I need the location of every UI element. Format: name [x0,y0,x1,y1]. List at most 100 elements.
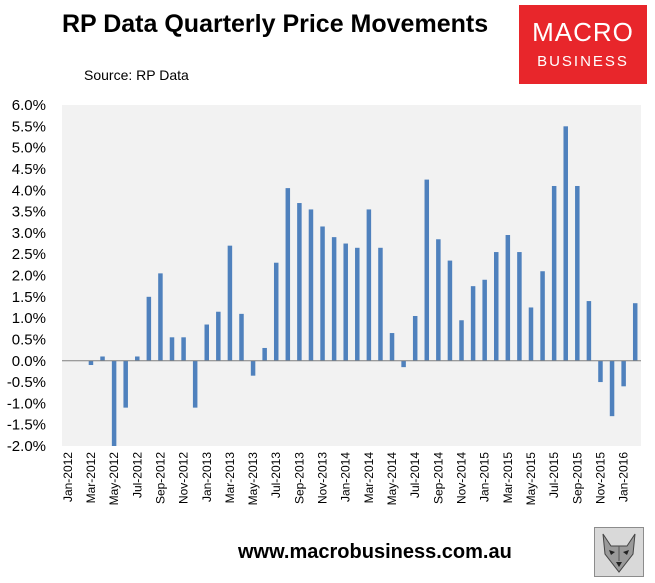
chart-title: RP Data Quarterly Price Movements [62,10,489,38]
y-tick-label: -1.0% [7,395,46,412]
bar-Mar-2014 [366,209,372,361]
x-tick-label: Sep-2013 [292,452,306,504]
x-tick-label: Jan-2013 [200,452,214,502]
y-tick-label: 4.0% [12,182,46,199]
bar-Aug-2013 [285,188,291,361]
y-tick-label: 1.0% [12,310,46,327]
x-tick-label: Mar-2014 [362,452,376,504]
y-tick-label: 0.5% [12,331,46,348]
bar-Dec-2015 [609,360,615,417]
bar-Feb-2015 [494,252,499,361]
x-tick-label: Jul-2014 [408,452,422,498]
bar-Sep-2013 [297,203,302,361]
bar-Jun-2015 [540,271,545,361]
bar-Dec-2014 [470,286,476,361]
y-tick-label: -1.5% [7,417,46,434]
bar-Feb-2014 [355,247,360,361]
x-axis: Jan-2012 Mar-2012 May-2012 Jul-2012 Sep-2012… [61,452,631,506]
x-tick-label: May-2014 [385,452,399,506]
bar-May-2014 [389,333,395,361]
bar-Mar-2012 [88,360,94,366]
bar-Jul-2013 [273,262,279,361]
bar-Oct-2015 [586,301,592,361]
y-tick-label: 2.5% [12,246,46,263]
x-tick-label: Jul-2015 [547,452,561,498]
logo-line-2: BUSINESS [537,53,629,70]
x-tick-label: Jul-2012 [130,452,144,498]
x-tick-label: Nov-2012 [177,452,191,504]
bar-Mar-2015 [505,235,511,361]
bar-series [88,126,638,446]
bar-Nov-2014 [459,320,464,361]
website-url: www.macrobusiness.com.au [238,541,512,563]
y-tick-label: 1.5% [12,289,46,306]
x-tick-label: Nov-2015 [593,452,607,504]
bar-Jun-2014 [401,360,406,368]
x-tick-label: Sep-2014 [431,452,445,504]
x-tick-label: May-2015 [524,452,538,506]
x-tick-label: Mar-2015 [501,452,515,504]
bar-Jan-2015 [482,279,487,361]
bar-Jan-2014 [343,243,348,361]
x-tick-label: Jan-2015 [478,452,492,502]
x-tick-label: May-2012 [107,452,121,506]
logo-line-1: MACRO [532,17,634,47]
bar-Aug-2012 [146,296,152,361]
bar-Dec-2012 [192,360,198,408]
x-tick-label: Sep-2012 [153,452,167,504]
bar-Nov-2013 [320,226,325,361]
bar-Jun-2012 [123,360,128,408]
bar-Apr-2013 [239,313,244,361]
bar-Aug-2015 [563,126,568,361]
source-label: Source: RP Data [84,67,189,83]
x-tick-label: Mar-2013 [223,452,237,504]
y-tick-label: -0.5% [7,374,46,391]
y-tick-label: 4.5% [12,161,46,178]
y-tick-label: 3.0% [12,225,46,242]
x-tick-label: Mar-2012 [84,452,98,504]
bar-Oct-2013 [308,209,314,361]
x-tick-label: Jan-2012 [61,452,75,502]
x-tick-label: Jan-2016 [617,452,631,502]
y-tick-label: 5.5% [12,118,46,135]
bar-Apr-2012 [100,356,105,361]
bar-Jul-2014 [412,315,418,361]
bar-Aug-2014 [424,179,430,361]
y-axis: 6.0% 5.5% 5.0% 4.5% 4.0% 3.5% 3.0% 2.5% 2.0% 1.5%… [7,97,46,455]
x-tick-label: Nov-2013 [316,452,330,504]
y-tick-label: 3.5% [12,204,46,221]
wolf-mascot-icon [594,527,644,577]
x-tick-label: Jul-2013 [269,452,283,498]
bar-Sep-2014 [436,239,441,361]
bar-Nov-2015 [598,360,603,383]
x-tick-label: Jan-2014 [339,452,353,502]
macrobusiness-logo: MACRO BUSINESS [519,5,647,84]
bar-Sep-2015 [575,185,580,361]
x-tick-label: Nov-2014 [455,452,469,504]
bar-Apr-2014 [378,247,383,361]
x-tick-label: Sep-2015 [570,452,584,504]
y-tick-label: -2.0% [7,438,46,455]
y-tick-label: 5.0% [12,140,46,157]
bar-Feb-2013 [216,311,221,361]
bar-May-2013 [250,360,256,376]
bar-Oct-2012 [169,337,175,361]
bar-May-2012 [111,360,117,446]
bar-Jul-2015 [551,185,557,361]
bar-Jul-2012 [135,356,140,361]
x-tick-label: May-2013 [246,452,260,506]
bar-Sep-2012 [158,273,163,361]
y-tick-label: 0.0% [12,353,46,370]
bar-Feb-2016 [632,303,638,361]
bar-Mar-2013 [227,245,233,361]
y-tick-label: 6.0% [12,97,46,114]
bar-Nov-2012 [181,337,186,361]
bar-Oct-2014 [447,260,453,361]
bar-Jan-2013 [204,324,209,361]
bar-May-2015 [528,307,534,361]
bar-Apr-2015 [517,252,522,361]
y-tick-label: 2.0% [12,268,46,285]
bar-Dec-2013 [331,237,337,361]
bar-Jan-2016 [621,360,626,387]
